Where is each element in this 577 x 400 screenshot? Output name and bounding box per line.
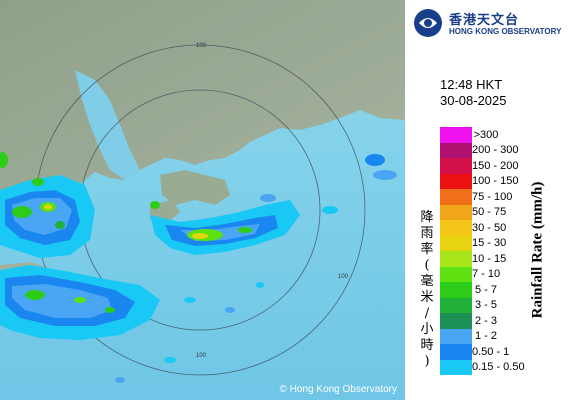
legend-title-chinese-char: / [424,306,430,321]
mainland-landmass [0,0,405,210]
rainfall-legend: >300 200 - 300 150 - 200 100 - 150 75 - 100 5… [440,127,525,375]
observation-time: 12:48 HKT [440,77,503,92]
legend-row: 10 - 15 [440,251,506,267]
observation-date: 30-08-2025 [440,93,507,108]
legend-row: 0.15 - 0.50 [440,359,525,375]
legend-swatch [440,313,472,329]
legend-swatch [440,158,472,174]
legend-label: 3 - 5 [474,299,497,312]
rain-echoes [0,152,397,383]
legend-row: 100 - 150 [440,173,518,189]
legend-title-chinese-char: 降 [420,210,434,225]
legend-swatch [440,344,472,360]
svg-text:100: 100 [338,274,349,280]
legend-label: 75 - 100 [472,190,513,203]
copyright-notice: © Hong Kong Observatory [279,384,397,395]
legend-title-chinese-char: 時 [420,338,434,353]
legend-row: 1 - 2 [440,328,500,344]
legend-label: 200 - 300 [472,144,519,157]
radar-map[interactable]: 100 100 100 100 [0,0,405,400]
legend-swatch [440,235,472,251]
legend-label: 15 - 30 [472,237,507,250]
legend-row: 7 - 10 [440,266,501,282]
svg-text:100: 100 [196,353,207,359]
svg-text:100: 100 [196,43,207,49]
legend-row: 75 - 100 [440,189,512,205]
legend-swatch [440,142,472,158]
radar-map-canvas: 100 100 100 100 [0,0,405,400]
legend-label: 50 - 75 [472,206,507,219]
legend-label: 10 - 15 [472,252,507,265]
legend-row: 2 - 3 [440,313,500,329]
legend-row: 50 - 75 [440,204,506,220]
legend-panel: 香港天文台 HONG KONG OBSERVATORY 12:48 HKT 30… [405,0,577,400]
legend-row: 0.50 - 1 [440,344,509,360]
legend-title-chinese-char: ( [424,258,430,273]
logo-chinese-name: 香港天文台 [449,13,520,28]
legend-label: 30 - 50 [472,221,507,234]
hko-emblem-icon [414,9,442,37]
legend-row: 3 - 5 [440,297,500,313]
legend-title-chinese-char: 率 [420,242,434,257]
legend-label: 1 - 2 [474,330,497,343]
legend-swatch [440,266,472,282]
legend-row: >300 [440,127,500,143]
legend-title-chinese-char: ) [424,354,430,369]
observatory-logo[interactable]: 香港天文台 HONG KONG OBSERVATORY [411,6,577,40]
legend-title-chinese-char: 米 [420,290,434,305]
legend-swatch [440,204,472,220]
logo-english-name: HONG KONG OBSERVATORY [449,27,562,36]
pearl-river-estuary [75,70,140,180]
legend-row: 30 - 50 [440,220,506,236]
legend-swatch [440,173,472,189]
legend-title-english: Rainfall Rate (mm/h) [529,181,546,319]
legend-row: 15 - 30 [440,235,506,251]
legend-label: >300 [473,128,499,141]
legend-swatch [440,189,472,205]
legend-row: 5 - 7 [440,282,500,298]
legend-label: 2 - 3 [474,314,497,327]
legend-swatch [440,251,472,267]
legend-swatch [440,282,472,298]
legend-label: 7 - 10 [472,268,501,281]
legend-row: 150 - 200 [440,158,518,174]
legend-swatch [440,359,472,375]
legend-swatch [440,328,472,344]
legend-swatch [440,220,472,236]
legend-label: 100 - 150 [472,175,519,188]
legend-title-chinese-char: 毫 [420,274,434,289]
hong-kong-island [160,170,230,205]
legend-title-chinese-char: 雨 [420,226,434,241]
legend-swatch [440,297,472,313]
legend-label: 150 - 200 [472,159,519,172]
legend-swatch [440,127,472,143]
legend-label: 0.15 - 0.50 [472,361,525,374]
legend-title-chinese: 降雨率(毫米 / 小時) [418,210,436,370]
legend-label: 0.50 - 1 [472,345,510,358]
legend-label: 5 - 7 [474,283,497,296]
legend-title-chinese-char: 小 [420,322,434,337]
legend-row: 200 - 300 [440,142,518,158]
